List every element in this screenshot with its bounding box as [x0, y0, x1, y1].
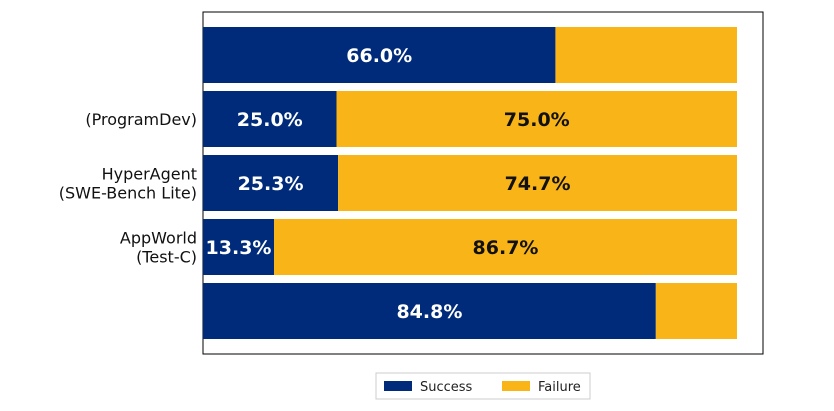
bars-layer: [203, 27, 737, 339]
category-labels: (ProgramDev) HyperAgent(SWE-Bench Lite) Ap…: [59, 110, 197, 267]
category-label-3-line-0: AppWorld: [120, 229, 197, 248]
data-label-success-3: 13.3%: [206, 237, 272, 259]
bar-success-1: [203, 91, 337, 147]
bar-failure-4: [655, 283, 737, 339]
data-label-success-1: 25.0%: [237, 109, 303, 131]
legend-swatch-failure: [502, 381, 530, 391]
bar-failure-0: [555, 27, 737, 83]
data-label-failure-3: 86.7%: [473, 237, 539, 259]
data-label-failure-1: 75.0%: [504, 109, 570, 131]
bar-failure-1: [336, 91, 737, 147]
data-label-success-4: 84.8%: [396, 301, 462, 323]
bar-success-0: [203, 27, 556, 83]
data-labels: 66.0% 25.0% 75.0% 25.3% 74.7% 13.3% 86.7% 84.8%: [206, 45, 571, 323]
legend: Success Failure: [375, 372, 591, 400]
legend-label-success: Success: [420, 380, 473, 395]
bar-success-3: [203, 219, 275, 275]
category-label-2-line-1: (SWE-Bench Lite): [59, 184, 197, 203]
data-label-failure-2: 74.7%: [505, 173, 571, 195]
bar-success-4: [203, 283, 656, 339]
data-label-success-0: 66.0%: [346, 45, 412, 67]
bar-success-2: [203, 155, 339, 211]
bar-failure-2: [338, 155, 737, 211]
category-label-3-line-1: (Test-C): [136, 248, 197, 267]
data-label-success-2: 25.3%: [238, 173, 304, 195]
legend-swatch-success: [384, 381, 412, 391]
category-label-2-line-0: HyperAgent: [102, 165, 197, 184]
legend-label-failure: Failure: [538, 380, 581, 395]
category-label-1-line-1: (ProgramDev): [85, 110, 197, 129]
bar-failure-3: [274, 219, 737, 275]
